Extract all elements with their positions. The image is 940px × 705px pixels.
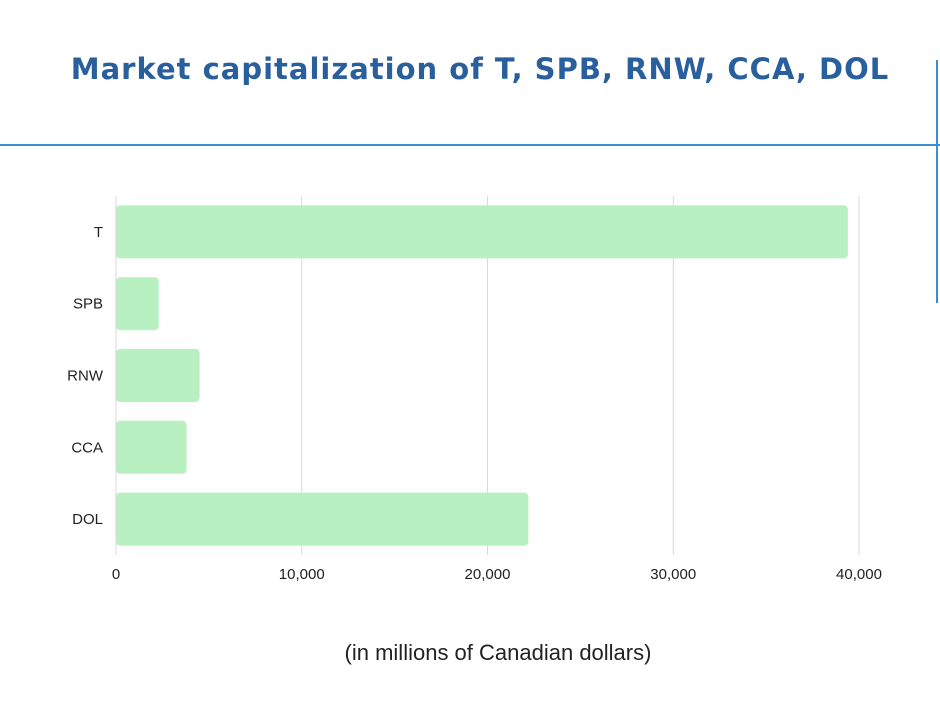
chart-title: Market capitalization of T, SPB, RNW, CC…: [70, 52, 890, 86]
y-tick-label-t: T: [94, 224, 103, 241]
x-tick-label-1: 10,000: [279, 566, 325, 583]
x-tick-label-2: 20,000: [465, 566, 511, 583]
bar-dol: [116, 492, 529, 546]
x-tick-label-3: 30,000: [650, 566, 696, 583]
y-tick-label-spb: SPB: [73, 296, 103, 313]
x-tick-label-4: 40,000: [836, 566, 882, 583]
x-tick-label-0: 0: [112, 566, 120, 583]
y-tick-label-dol: DOL: [72, 511, 103, 528]
y-tick-label-cca: CCA: [71, 439, 103, 456]
y-tick-label-rnw: RNW: [67, 368, 104, 385]
vertical-accent-line: [936, 60, 938, 303]
bar-rnw: [116, 349, 200, 402]
x-axis-label: (in millions of Canadian dollars): [344, 640, 652, 665]
bar-t: [116, 205, 848, 259]
title-divider-line: [0, 144, 940, 146]
bar-spb: [116, 277, 159, 331]
bar-cca: [116, 420, 187, 474]
